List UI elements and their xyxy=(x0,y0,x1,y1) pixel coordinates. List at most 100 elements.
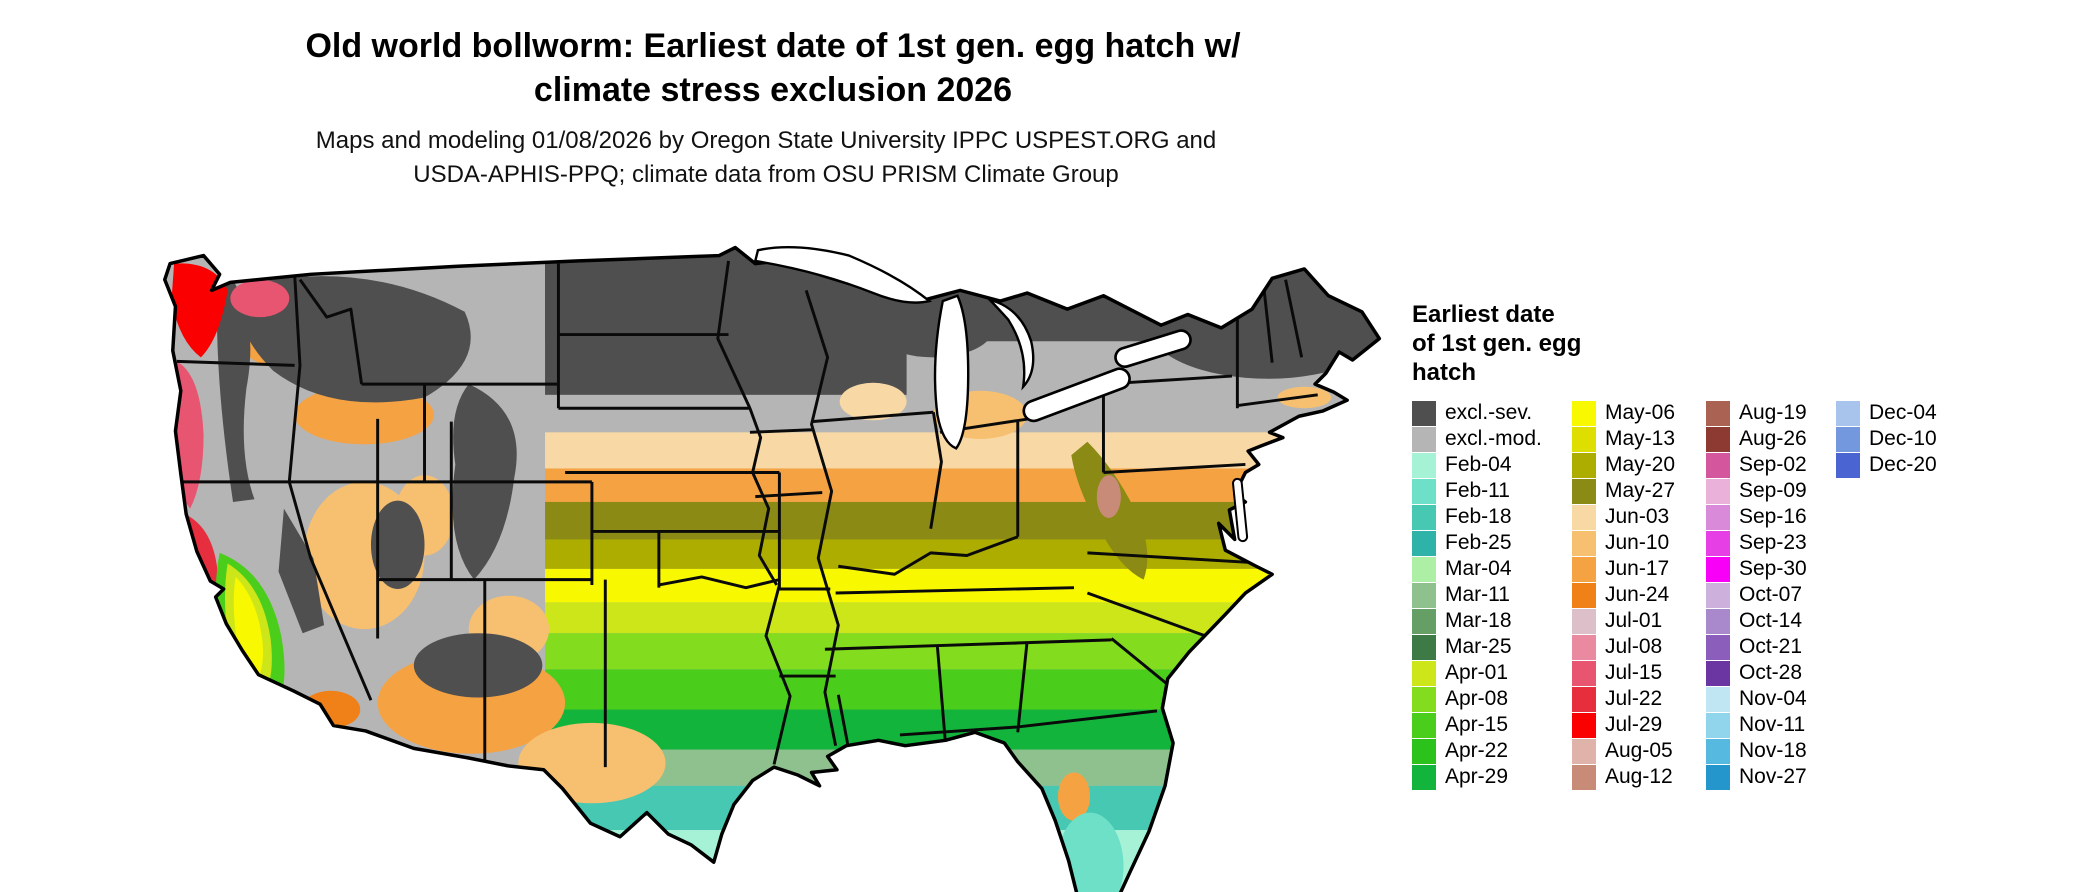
legend-swatch xyxy=(1412,452,1436,478)
legend-column-2: May-06 May-13 May-20 May-27 Jun-03 Jun-10 Jun-… xyxy=(1572,400,1706,790)
legend-label: Sep-02 xyxy=(1739,453,1807,476)
legend-item: Oct-14 xyxy=(1706,608,1836,634)
legend: Earliest date of 1st gen. egg hatch excl… xyxy=(1412,300,2072,790)
legend-item: Mar-11 xyxy=(1412,582,1572,608)
legend-swatch xyxy=(1572,582,1596,608)
legend-swatch xyxy=(1706,400,1730,426)
legend-item: Mar-18 xyxy=(1412,608,1572,634)
legend-title-line-3: hatch xyxy=(1412,359,1477,386)
legend-label: Mar-18 xyxy=(1445,609,1512,632)
legend-label: Feb-11 xyxy=(1445,479,1510,502)
legend-item: Sep-02 xyxy=(1706,452,1836,478)
legend-swatch xyxy=(1836,426,1860,452)
map-color-zones xyxy=(164,247,1380,892)
legend-item: Jun-17 xyxy=(1572,556,1706,582)
us-map-svg xyxy=(162,245,1382,892)
attribution-line-2: USDA-APHIS-PPQ; climate data from OSU PR… xyxy=(413,161,1119,188)
legend-item: Feb-25 xyxy=(1412,530,1572,556)
lake-huron xyxy=(985,297,1035,391)
legend-item: Apr-29 xyxy=(1412,764,1572,790)
legend-swatch xyxy=(1412,686,1436,712)
legend-swatch xyxy=(1412,738,1436,764)
legend-label: May-06 xyxy=(1605,401,1676,424)
legend-swatch xyxy=(1412,400,1436,426)
legend-label: Oct-28 xyxy=(1739,661,1803,684)
great-lakes xyxy=(753,245,1249,543)
legend-item: Sep-30 xyxy=(1706,556,1836,582)
legend-label: Aug-19 xyxy=(1739,401,1807,424)
legend-label: Sep-30 xyxy=(1739,557,1807,580)
legend-swatch xyxy=(1412,478,1436,504)
legend-label: May-27 xyxy=(1605,479,1676,502)
legend-item: Sep-09 xyxy=(1706,478,1836,504)
legend-label: Aug-26 xyxy=(1739,427,1807,450)
legend-label: Apr-15 xyxy=(1445,713,1509,736)
lake-erie-water xyxy=(1025,370,1129,420)
legend-swatch xyxy=(1572,426,1596,452)
legend-item: Apr-08 xyxy=(1412,686,1572,712)
legend-label: Sep-16 xyxy=(1739,505,1807,528)
legend-swatch xyxy=(1836,400,1860,426)
legend-item: Aug-12 xyxy=(1572,764,1706,790)
legend-swatch xyxy=(1572,556,1596,582)
legend-label: Feb-25 xyxy=(1445,531,1512,554)
legend-item: Feb-11 xyxy=(1412,478,1572,504)
legend-swatch xyxy=(1572,660,1596,686)
legend-swatch xyxy=(1572,452,1596,478)
legend-label: May-20 xyxy=(1605,453,1676,476)
legend-label: Feb-04 xyxy=(1445,453,1512,476)
legend-columns: excl.-sev. excl.-mod. Feb-04 Feb-11 Feb-18 Fe… xyxy=(1412,400,2072,790)
legend-item: Mar-04 xyxy=(1412,556,1572,582)
legend-item: Oct-28 xyxy=(1706,660,1836,686)
legend-swatch xyxy=(1706,452,1730,478)
legend-label: Dec-20 xyxy=(1869,453,1937,476)
legend-item: Mar-25 xyxy=(1412,634,1572,660)
legend-label: Oct-21 xyxy=(1739,635,1803,658)
legend-swatch xyxy=(1706,660,1730,686)
legend-label: Nov-04 xyxy=(1739,687,1807,710)
legend-item: Jul-15 xyxy=(1572,660,1706,686)
legend-item: Dec-10 xyxy=(1836,426,1956,452)
legend-label: Sep-23 xyxy=(1739,531,1807,554)
legend-label: Jul-15 xyxy=(1605,661,1663,684)
legend-item: Nov-27 xyxy=(1706,764,1836,790)
legend-item: Jul-08 xyxy=(1572,634,1706,660)
legend-swatch xyxy=(1412,426,1436,452)
page-title-line-1: Old world bollworm: Earliest date of 1st… xyxy=(305,27,1241,65)
legend-column-4: Dec-04 Dec-10 Dec-20 xyxy=(1836,400,1956,478)
legend-label: Nov-11 xyxy=(1739,713,1806,736)
legend-item: May-06 xyxy=(1572,400,1706,426)
legend-item: Jun-24 xyxy=(1572,582,1706,608)
legend-swatch xyxy=(1412,582,1436,608)
legend-swatch xyxy=(1706,686,1730,712)
legend-label: Jul-22 xyxy=(1605,687,1663,710)
legend-item: Apr-01 xyxy=(1412,660,1572,686)
legend-swatch xyxy=(1572,478,1596,504)
legend-label: Mar-04 xyxy=(1445,557,1512,580)
legend-label: Oct-07 xyxy=(1739,583,1803,606)
legend-swatch xyxy=(1572,530,1596,556)
page-title: Old world bollworm: Earliest date of 1st… xyxy=(0,24,1546,112)
page-title-line-2: climate stress exclusion 2026 xyxy=(533,71,1013,109)
legend-label: Jul-01 xyxy=(1605,609,1663,632)
legend-swatch xyxy=(1706,634,1730,660)
legend-column-3: Aug-19 Aug-26 Sep-02 Sep-09 Sep-16 Sep-23 Sep-… xyxy=(1706,400,1836,790)
legend-item: excl.-mod. xyxy=(1412,426,1572,452)
legend-label: excl.-sev. xyxy=(1445,401,1533,424)
us-map xyxy=(150,234,1382,892)
legend-label: Apr-29 xyxy=(1445,765,1509,788)
attribution-line-1: Maps and modeling 01/08/2026 by Oregon S… xyxy=(315,127,1217,154)
legend-swatch xyxy=(1706,608,1730,634)
legend-item: Jul-29 xyxy=(1572,712,1706,738)
legend-item: Oct-07 xyxy=(1706,582,1836,608)
legend-swatch xyxy=(1572,686,1596,712)
lake-michigan xyxy=(933,294,970,450)
legend-label: Mar-11 xyxy=(1445,583,1510,606)
legend-item: May-20 xyxy=(1572,452,1706,478)
legend-item: Jul-22 xyxy=(1572,686,1706,712)
legend-item: Jun-03 xyxy=(1572,504,1706,530)
legend-swatch xyxy=(1706,426,1730,452)
legend-item: Nov-18 xyxy=(1706,738,1836,764)
legend-item: Nov-11 xyxy=(1706,712,1836,738)
legend-swatch xyxy=(1572,504,1596,530)
